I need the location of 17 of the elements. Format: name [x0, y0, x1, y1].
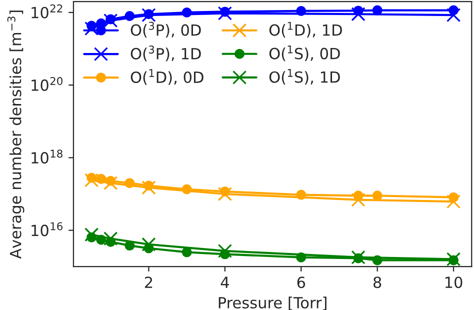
x-tick-label: 10 — [445, 276, 462, 288]
x-tick-label: 4 — [220, 276, 229, 288]
legend-label: O($^{1}$S), 1D — [269, 69, 340, 85]
legend-label: O($^{1}$S), 0D — [269, 45, 340, 62]
y-tick-label: 10$^{22}$ — [32, 4, 62, 18]
legend-label: O($^{1}$D), 0D — [130, 69, 204, 85]
y-tick-label: 10$^{16}$ — [32, 222, 63, 236]
y-tick-label: 10$^{18}$ — [32, 150, 62, 164]
x-tick-label: 8 — [374, 276, 382, 288]
legend-label: O($^{3}$P), 0D — [130, 22, 201, 38]
x-tick-label: 2 — [144, 276, 152, 288]
y-tick-label: 10$^{20}$ — [32, 76, 62, 91]
x-axis-title: Pressure [Torr] — [218, 296, 326, 310]
legend-label: O($^{3}$P), 1D — [130, 45, 201, 62]
y-axis-title: Average number densities [m$^{−3}$] — [7, 10, 24, 259]
legend-label: O($^{1}$D), 1D — [269, 22, 342, 38]
x-tick-label: 6 — [297, 276, 306, 288]
